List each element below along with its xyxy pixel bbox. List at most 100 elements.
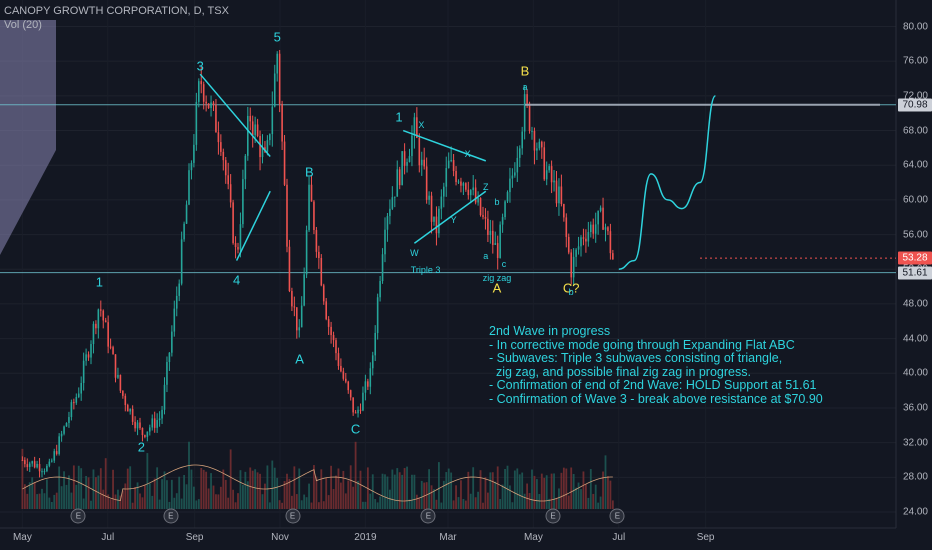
volume-bar [340,482,342,509]
volume-bar [489,472,492,509]
volume-bar [349,465,352,509]
volume-bar [496,466,499,509]
candle-body [202,84,205,102]
candle-body [36,464,38,468]
candle-body [229,184,232,203]
candle-body [68,417,70,423]
earnings-marker[interactable]: E [163,508,179,524]
volume-bar [109,499,112,509]
earnings-marker[interactable]: E [70,508,86,524]
volume-bar [553,473,555,509]
candle-body [428,195,430,200]
volume-bar [148,483,151,509]
volume-bar [487,492,489,509]
subwave-label: W [410,247,419,258]
volume-bar [354,441,357,509]
volume-bar [545,475,548,509]
candle-body [107,322,109,347]
volume-bar [609,480,612,509]
candle-body [168,352,171,363]
volume-bar [607,476,609,509]
candle-body [474,187,477,203]
candle-body [413,117,416,136]
candle-body [85,354,87,361]
volume-bar [161,479,163,509]
volume-bar [415,494,418,509]
volume-bar [95,477,97,509]
x-tick-label: Sep [185,532,204,543]
volume-bar [548,498,551,509]
candle-body [102,310,105,321]
candle-body [364,381,367,393]
note-line: - In corrective mode going through Expan… [489,337,795,352]
volume-bar [259,473,261,509]
candle-body [354,412,357,414]
candle-body [114,354,117,378]
earnings-marker[interactable]: E [285,508,301,524]
candle-body [283,141,286,185]
price-axis[interactable]: 24.0028.0032.0036.0040.0044.0048.0052.00… [896,0,932,528]
volume-bar [195,500,198,509]
volume-bar [450,472,453,509]
candle-body [332,335,335,341]
note-line: - Confirmation of Wave 3 - break above r… [489,391,823,406]
volume-indicator-label[interactable]: Vol (20) [4,19,42,31]
volume-bar [477,491,479,509]
volume-bar [430,485,433,509]
candle-body [506,192,509,202]
volume-bar [124,483,127,509]
symbol-title[interactable]: CANOPY GROWTH CORPORATION, D, TSX [4,5,229,17]
volume-bar [112,469,114,509]
volume-bar [136,482,139,509]
earnings-marker[interactable]: E [420,508,436,524]
y-tick-label: 60.00 [902,194,928,206]
earnings-marker[interactable]: E [545,508,561,524]
volume-bar [352,486,355,509]
candle-body [582,237,585,239]
candle-body [55,451,58,454]
volume-bar [580,489,582,509]
grid [0,0,897,529]
volume-bar [513,470,516,509]
candle-body [273,73,276,107]
candle-body [543,147,546,180]
volume-bar [386,476,389,509]
candle-body [247,115,249,156]
volume-bar [200,467,203,509]
candle-body [541,141,543,148]
volume-bar [180,498,183,509]
candle-body [175,295,178,309]
candle-body [523,94,526,132]
candle-body [134,421,136,429]
candle-body [119,374,122,391]
candle-body [501,217,504,225]
candle-body [494,243,497,245]
volume-bar [308,483,310,509]
volume-bar [141,497,144,509]
candle-body [207,103,210,109]
x-tick-label: Sep [696,532,715,543]
volume-bar [611,500,614,509]
volume-bar [276,477,279,509]
candle-body [237,247,239,250]
candle-body [499,224,501,258]
time-axis[interactable]: May Jul Sep Nov 2019 Mar May Jul Sep [0,528,896,550]
candle-body [296,307,298,331]
volume-bar [438,462,440,509]
volume-bar [205,471,208,509]
volume-bar [587,497,590,509]
volume-bar [75,484,78,509]
volume-bar [254,469,257,509]
candle-body [308,184,310,231]
candle-body [585,238,587,242]
volume-bar [408,499,411,509]
candle-body [210,102,212,109]
volume-bar [315,476,318,509]
candle-body [516,157,519,173]
volume-bar [266,465,269,509]
volume-bar [293,466,296,509]
volume-bar [170,479,173,509]
earnings-marker[interactable]: E [609,508,625,524]
volume-bar [562,467,565,509]
